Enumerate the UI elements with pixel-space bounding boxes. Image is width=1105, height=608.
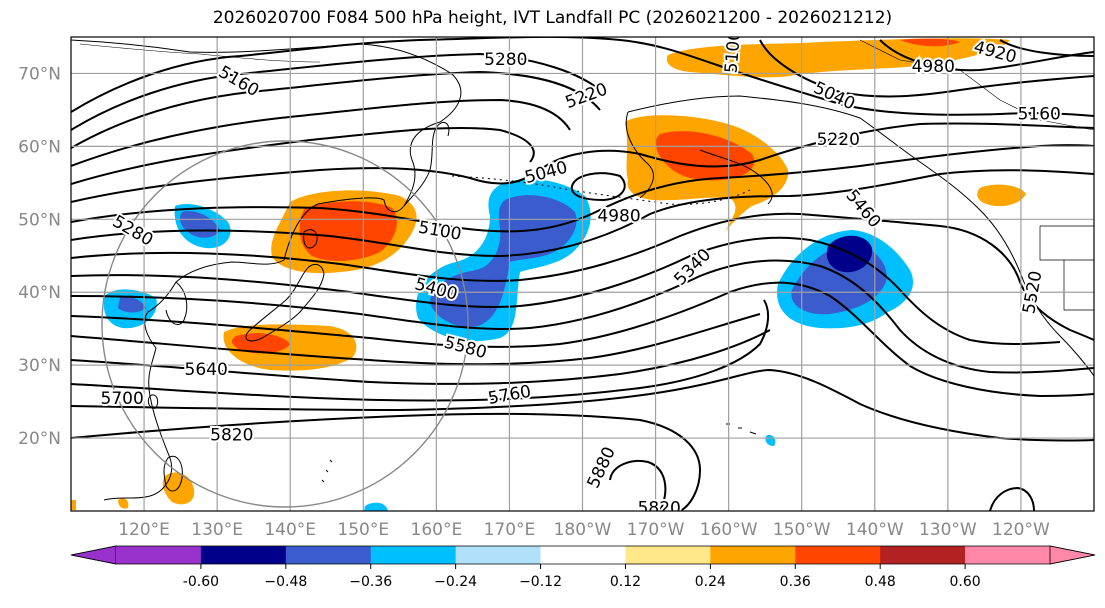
colorbar-tick-label: 0.24 bbox=[695, 574, 726, 590]
contour-label: 5640 bbox=[183, 358, 230, 382]
contour-value-text: 5640 bbox=[185, 360, 228, 380]
graticule bbox=[71, 37, 1094, 511]
colorbar-tick-label: −0.24 bbox=[434, 574, 477, 590]
colorbar-swatch bbox=[116, 546, 202, 564]
contour-label: 5160 bbox=[1016, 103, 1063, 127]
colorbar-tick-label: 0.48 bbox=[865, 574, 896, 590]
lat-tick-label: 20°N bbox=[18, 429, 61, 449]
contour-value-text: 5100 bbox=[721, 29, 745, 74]
contour-label: 5100 bbox=[719, 29, 747, 76]
lat-tick-label: 30°N bbox=[18, 356, 61, 376]
colorbar-tick-label: 0.36 bbox=[780, 574, 811, 590]
map-frame bbox=[70, 36, 1095, 512]
lon-tick-label: 140°W bbox=[846, 520, 904, 540]
lon-tick-label: 180°W bbox=[554, 520, 612, 540]
colorbar-outline bbox=[70, 545, 1096, 565]
colorbar-swatch bbox=[540, 546, 626, 564]
colorbar-tick-label: −0.36 bbox=[349, 574, 392, 590]
contour-value-text: 5820 bbox=[638, 498, 681, 518]
lon-tick-label: 120°W bbox=[992, 520, 1050, 540]
colorbar-tick-label: −0.48 bbox=[264, 574, 307, 590]
contour-value-text: 4980 bbox=[597, 207, 640, 227]
colorbar-tick-label: 0.60 bbox=[950, 574, 981, 590]
contour-value-text: 5220 bbox=[817, 130, 860, 150]
contour-value-text: 5820 bbox=[210, 425, 253, 445]
lon-tick-label: 150°E bbox=[337, 520, 389, 540]
lon-tick-label: 130°E bbox=[191, 520, 243, 540]
contour-value-text: 5160 bbox=[1018, 105, 1061, 125]
contour-value-text: 4980 bbox=[912, 57, 955, 77]
lon-tick-label: 140°E bbox=[264, 520, 316, 540]
colorbar-swatch bbox=[200, 546, 287, 564]
radius-circle bbox=[101, 140, 469, 508]
latitude-labels: 70°N 60°N 50°N 40°N 30°N 20°N bbox=[18, 64, 61, 449]
lon-tick-label: 160°W bbox=[700, 520, 758, 540]
colorbar-swatch bbox=[795, 546, 881, 564]
lon-tick-label: 150°W bbox=[773, 520, 831, 540]
lon-tick-label: 130°W bbox=[919, 520, 977, 540]
colorbar-tick-label: 0.12 bbox=[610, 574, 641, 590]
colorbar-swatch bbox=[285, 546, 372, 564]
colorbar-tick-label: -0.60 bbox=[183, 574, 219, 590]
lon-tick-label: 120°E bbox=[118, 520, 170, 540]
lat-tick-label: 50°N bbox=[18, 210, 61, 230]
contour-label: 5820 bbox=[208, 423, 255, 447]
lon-tick-label: 170°W bbox=[627, 520, 685, 540]
colorbar: -0.60 −0.48 −0.36 −0.24 −0.12 0.12 0.24 0.36 0.4… bbox=[70, 545, 1096, 590]
colorbar-tick-label: −0.12 bbox=[519, 574, 562, 590]
colorbar-swatch bbox=[880, 546, 966, 564]
contour-label: 4980 bbox=[910, 55, 957, 79]
lat-tick-label: 60°N bbox=[18, 137, 61, 157]
contour-label: 4980 bbox=[595, 205, 642, 229]
contour-label: 5820 bbox=[636, 496, 683, 518]
lat-tick-label: 70°N bbox=[18, 64, 61, 84]
contour-label: 5220 bbox=[815, 128, 862, 152]
lat-tick-label: 40°N bbox=[18, 283, 61, 303]
contour-value-text: 5280 bbox=[484, 50, 527, 70]
colorbar-extend-low bbox=[70, 545, 117, 565]
height-contours bbox=[71, 37, 1094, 511]
contour-label: 5280 bbox=[482, 48, 529, 72]
colorbar-extend-high bbox=[1049, 545, 1096, 565]
colorbar-swatch bbox=[710, 546, 796, 564]
lon-tick-label: 160°E bbox=[411, 520, 463, 540]
longitude-labels: 120°E 130°E 140°E 150°E 160°E 170°E 180°W 170°W… bbox=[118, 520, 1050, 540]
lon-tick-label: 170°E bbox=[484, 520, 536, 540]
colorbar-swatch bbox=[370, 546, 457, 564]
map-title: 2026020700 F084 500 hPa height, IVT Land… bbox=[212, 8, 893, 28]
contour-value-text: 5700 bbox=[101, 389, 144, 409]
colorbar-swatch bbox=[965, 546, 1051, 564]
contour-label: 5700 bbox=[99, 387, 146, 411]
colorbar-swatch bbox=[455, 546, 542, 564]
colorbar-swatch bbox=[625, 546, 711, 564]
